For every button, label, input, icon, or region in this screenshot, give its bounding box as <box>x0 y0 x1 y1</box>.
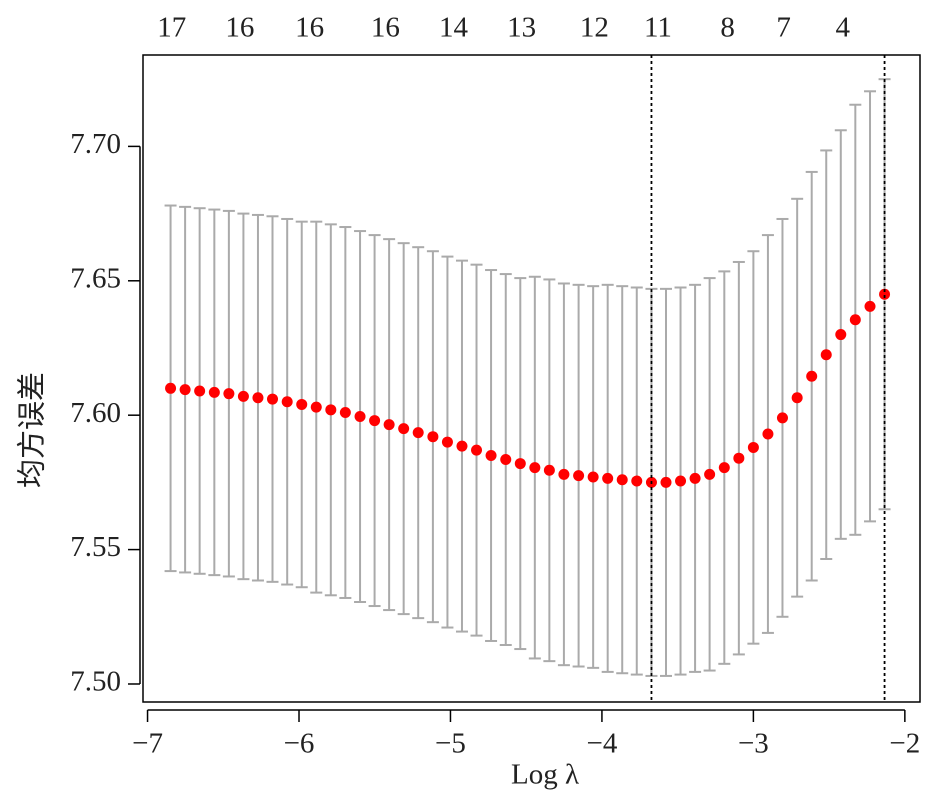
point <box>835 329 847 341</box>
point <box>325 404 337 416</box>
point <box>369 415 381 427</box>
point <box>704 468 716 480</box>
point <box>543 464 555 476</box>
y-tick-label: 7.65 <box>70 262 121 294</box>
point <box>500 454 512 466</box>
point <box>573 470 585 482</box>
top-tick-label: 11 <box>644 12 672 44</box>
point <box>675 475 687 487</box>
point <box>660 476 672 488</box>
top-tick-label: 12 <box>580 12 609 44</box>
point <box>879 288 891 300</box>
point <box>689 472 701 484</box>
point <box>747 441 759 453</box>
point <box>558 468 570 480</box>
x-tick-label: −7 <box>132 728 163 760</box>
y-tick-label: 7.50 <box>70 666 121 698</box>
top-tick-label: 4 <box>836 12 851 44</box>
point <box>456 440 468 452</box>
top-tick-label: 17 <box>157 12 186 44</box>
top-tick-label: 7 <box>776 12 791 44</box>
point <box>806 370 818 382</box>
point <box>587 471 599 483</box>
point <box>179 384 191 396</box>
x-tick-label: −4 <box>587 728 618 760</box>
point <box>165 382 177 394</box>
top-tick-label: 13 <box>507 12 536 44</box>
point <box>471 444 483 456</box>
point <box>194 385 206 397</box>
x-tick-label: −6 <box>284 728 315 760</box>
point <box>864 300 876 312</box>
x-tick-label: −2 <box>889 728 920 760</box>
top-tick-label: 14 <box>439 12 469 44</box>
point <box>208 386 220 398</box>
point <box>441 436 453 448</box>
point <box>733 452 745 464</box>
point <box>529 462 541 474</box>
point <box>791 392 803 404</box>
point <box>252 392 264 404</box>
x-tick-label: −5 <box>435 728 466 760</box>
point <box>412 427 424 439</box>
point <box>339 407 351 419</box>
point <box>427 431 439 443</box>
x-axis-label: Log λ <box>511 759 579 791</box>
point <box>514 458 526 470</box>
point <box>296 398 308 410</box>
point <box>602 472 614 484</box>
point <box>485 450 497 462</box>
y-tick-label: 7.70 <box>70 128 121 160</box>
y-tick-label: 7.55 <box>70 531 121 563</box>
point <box>616 474 628 486</box>
point <box>762 428 774 440</box>
point <box>820 349 832 361</box>
plot-frame <box>142 54 921 703</box>
point <box>631 475 643 487</box>
point <box>223 388 235 400</box>
point <box>776 412 788 424</box>
top-tick-label: 16 <box>225 12 254 44</box>
point <box>718 462 730 474</box>
point <box>237 390 249 402</box>
point <box>310 401 322 413</box>
y-axis-label: 均方误差 <box>16 372 49 488</box>
point <box>267 393 278 405</box>
point <box>354 411 366 423</box>
point <box>281 396 293 408</box>
x-tick-label: −3 <box>738 728 769 760</box>
point <box>849 314 861 326</box>
y-tick-label: 7.60 <box>70 397 121 429</box>
top-tick-label: 8 <box>720 12 735 44</box>
top-tick-label: 16 <box>295 12 324 44</box>
point <box>383 419 395 431</box>
point <box>398 423 410 435</box>
top-tick-label: 16 <box>371 12 400 44</box>
